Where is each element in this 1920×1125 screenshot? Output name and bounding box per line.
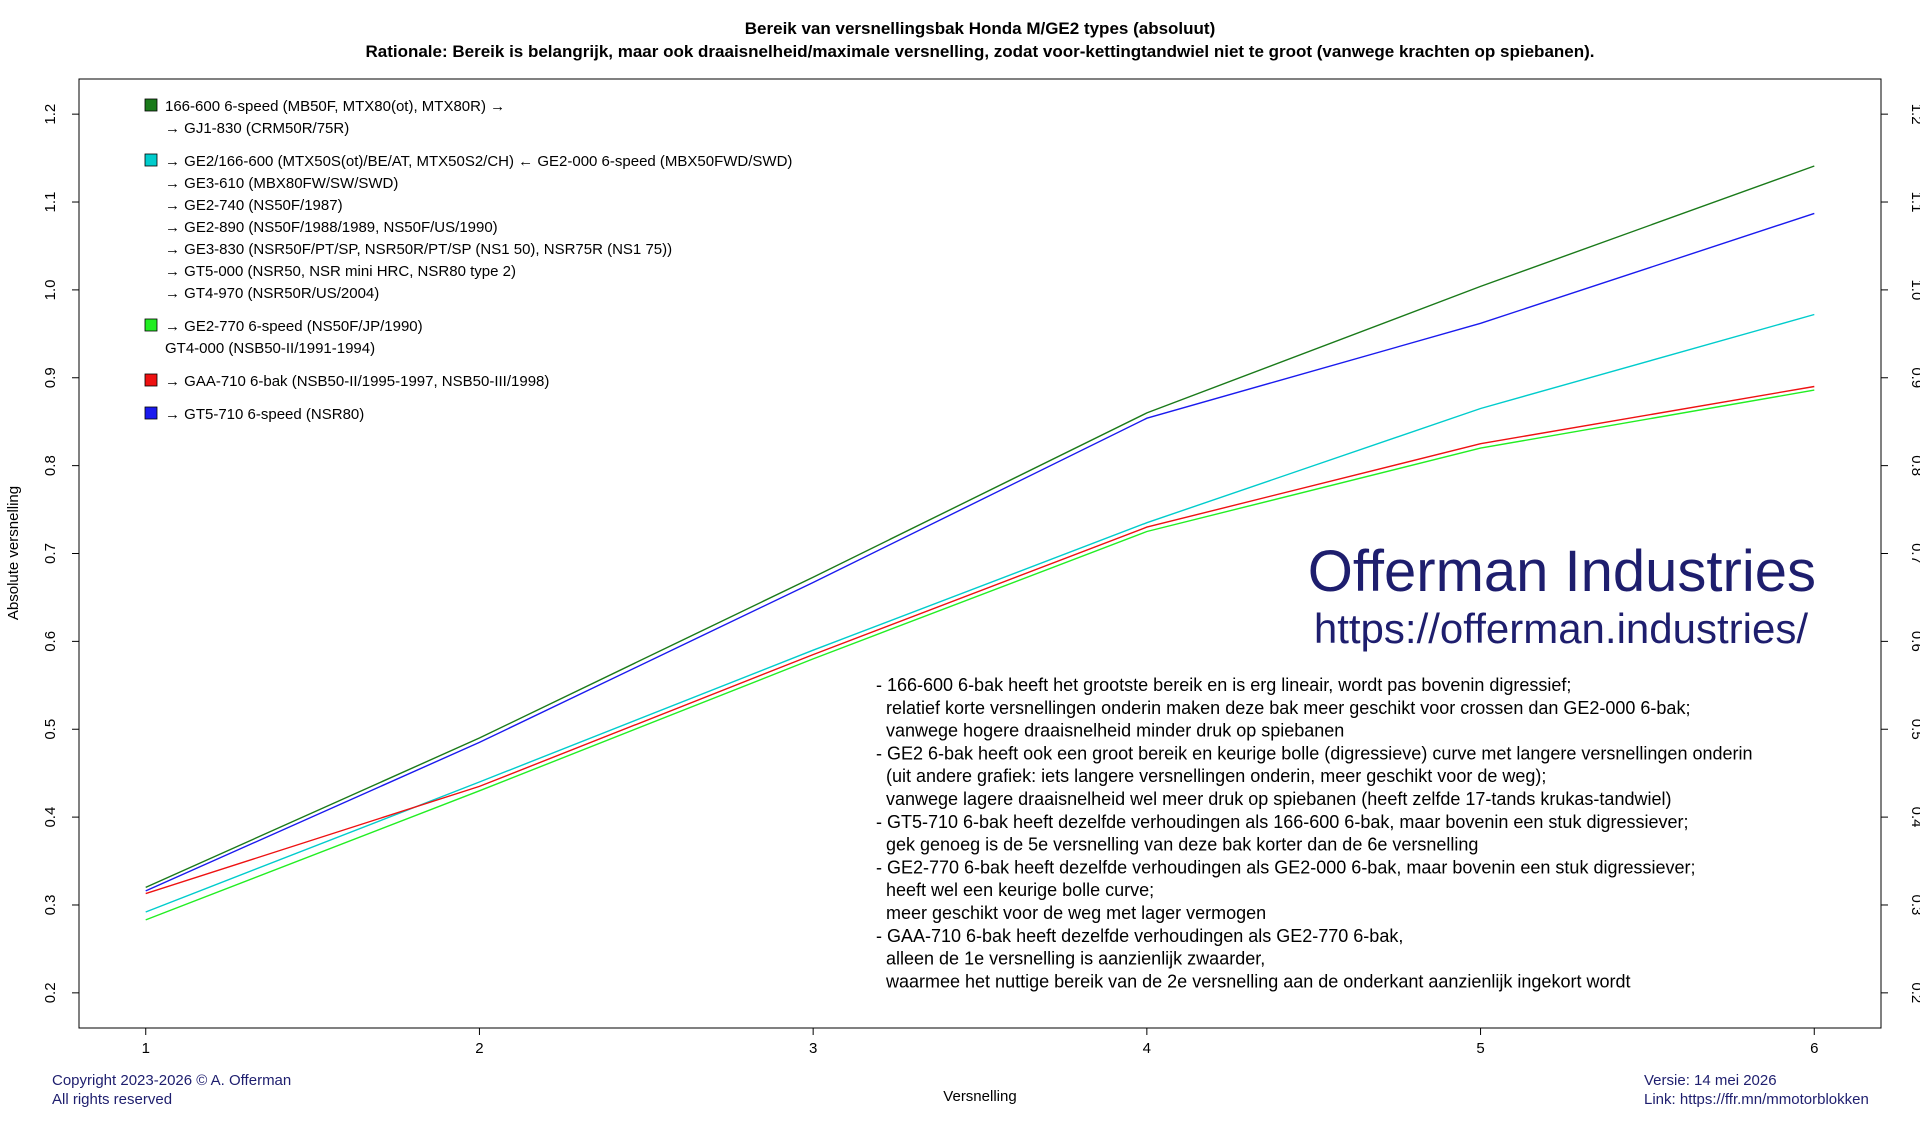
annotation-line: vanwege hogere draaisnelheid minder druk… [876,721,1344,741]
y-tick-label-right: 1.2 [1908,104,1920,125]
y-tick-label-left: 0.5 [42,719,59,740]
legend-entry-1: 166-600 6-speed (MB50F, MTX80(ot), MTX80… [165,98,505,115]
annotation-line: - GT5-710 6-bak heeft dezelfde verhoudin… [876,812,1689,832]
x-tick-label: 6 [1810,1040,1818,1057]
y-axis-right: 0.2 0.3 0.4 0.5 0.6 0.7 0.8 0.9 1.0 1.1 1.2 [1881,104,1920,1003]
annotation-line: - GE2-770 6-bak heeft dezelfde verhoudin… [876,857,1695,877]
y-tick-label-left: 0.9 [42,367,59,388]
y-tick-label-left: 0.2 [42,982,59,1003]
legend-entry-1: → GJ1-830 (CRM50R/75R) [165,120,349,137]
chart-title: Bereik van versnellingsbak Honda M/GE2 t… [745,19,1215,38]
y-tick-label-right: 0.2 [1908,982,1920,1003]
y-tick-label-right: 0.7 [1908,543,1920,564]
legend-swatch-4 [144,373,158,387]
copyright-line1: Copyright 2023-2026 © A. Offerman [52,1072,291,1089]
x-tick-label: 3 [809,1040,817,1057]
watermark-url: https://offerman.industries/ [1314,605,1808,652]
y-tick-label-left: 0.4 [42,807,59,828]
series-lines [145,165,1815,921]
y-tick-label-left: 1.2 [42,104,59,125]
annotation-line: waarmee het nuttige bereik van de 2e ver… [876,971,1630,991]
series-line-5 [145,212,1815,892]
series-line-4 [145,385,1815,895]
legend: 166-600 6-speed (MB50F, MTX80(ot), MTX80… [144,98,792,423]
legend-entry-2: → GT4-970 (NSR50R/US/2004) [165,285,379,302]
y-tick-label-left: 0.8 [42,455,59,476]
y-tick-label-left: 0.7 [42,543,59,564]
x-axis: 1 2 3 4 5 6 [142,1028,1818,1057]
legend-entry-2: → GE2-890 (NS50F/1988/1989, NS50F/US/199… [165,219,498,236]
legend-entry-4: → GAA-710 6-bak (NSB50-II/1995-1997, NSB… [165,373,549,390]
annotation-line: relatief korte versnellingen onderin mak… [876,698,1690,718]
annotation-line: (uit andere grafiek: iets langere versne… [876,766,1546,786]
chart-subtitle: Rationale: Bereik is belangrijk, maar oo… [365,42,1594,61]
y-tick-label-left: 1.0 [42,279,59,300]
copyright-line2: All rights reserved [52,1091,172,1108]
legend-entry-3: GT4-000 (NSB50-II/1991-1994) [165,340,375,357]
annotation-line: - 166-600 6-bak heeft het grootste berei… [876,675,1571,695]
y-tick-label-left: 0.6 [42,631,59,652]
annotation-line: meer geschikt voor de weg met lager verm… [876,903,1266,923]
x-tick-label: 1 [142,1040,150,1057]
y-tick-label-right: 0.4 [1908,807,1920,828]
legend-entry-2: → GE3-610 (MBX80FW/SW/SWD) [165,175,398,192]
y-tick-label-right: 1.1 [1908,192,1920,213]
legend-swatch-2 [144,153,158,167]
x-axis-label: Versnelling [943,1088,1016,1105]
annotation-line: - GAA-710 6-bak heeft dezelfde verhoudin… [876,926,1403,946]
annotation-line: - GE2 6-bak heeft ook een groot bereik e… [876,743,1753,763]
annotation-line: vanwege lagere draaisnelheid wel meer dr… [876,789,1671,809]
x-tick-label: 2 [475,1040,483,1057]
version-text: Versie: 14 mei 2026 [1644,1072,1777,1089]
y-tick-label-left: 0.3 [42,895,59,916]
watermark-name: Offerman Industries [1308,539,1816,604]
link-text: Link: https://ffr.mn/mmotorblokken [1644,1091,1869,1108]
legend-swatch-1 [144,98,158,112]
annotation-line: alleen de 1e versnelling is aanzienlijk … [876,949,1265,969]
y-tick-label-right: 0.3 [1908,895,1920,916]
annotation-line: heeft wel een keurige bolle curve; [876,880,1154,900]
annotations: - 166-600 6-bak heeft het grootste berei… [876,675,1753,991]
legend-swatch-5 [144,406,158,420]
legend-entry-2: → GE3-830 (NSR50F/PT/SP, NSR50R/PT/SP (N… [165,241,672,258]
y-tick-label-left: 1.1 [42,192,59,213]
legend-entry-2: → GE2/166-600 (MTX50S(ot)/BE/AT, MTX50S2… [165,153,792,170]
x-tick-label: 5 [1476,1040,1484,1057]
y-tick-label-right: 0.6 [1908,631,1920,652]
y-tick-label-right: 0.8 [1908,455,1920,476]
y-tick-label-right: 1.0 [1908,279,1920,300]
y-tick-label-right: 0.9 [1908,367,1920,388]
y-axis-left: 0.2 0.3 0.4 0.5 0.6 0.7 0.8 0.9 1.0 1.1 1.2 [42,104,79,1003]
legend-entry-2: → GE2-740 (NS50F/1987) [165,197,343,214]
legend-swatch-3 [144,318,158,332]
annotation-line: gek genoeg is de 5e versnelling van deze… [876,835,1478,855]
y-axis-label: Absolute versnelling [5,486,22,620]
legend-entry-3: → GE2-770 6-speed (NS50F/JP/1990) [165,318,423,335]
legend-entry-2: → GT5-000 (NSR50, NSR mini HRC, NSR80 ty… [165,263,516,280]
y-tick-label-right: 0.5 [1908,719,1920,740]
series-line-3 [145,389,1815,921]
x-tick-label: 4 [1143,1040,1151,1057]
series-line-1 [145,165,1815,889]
legend-entry-5: → GT5-710 6-speed (NSR80) [165,406,364,423]
